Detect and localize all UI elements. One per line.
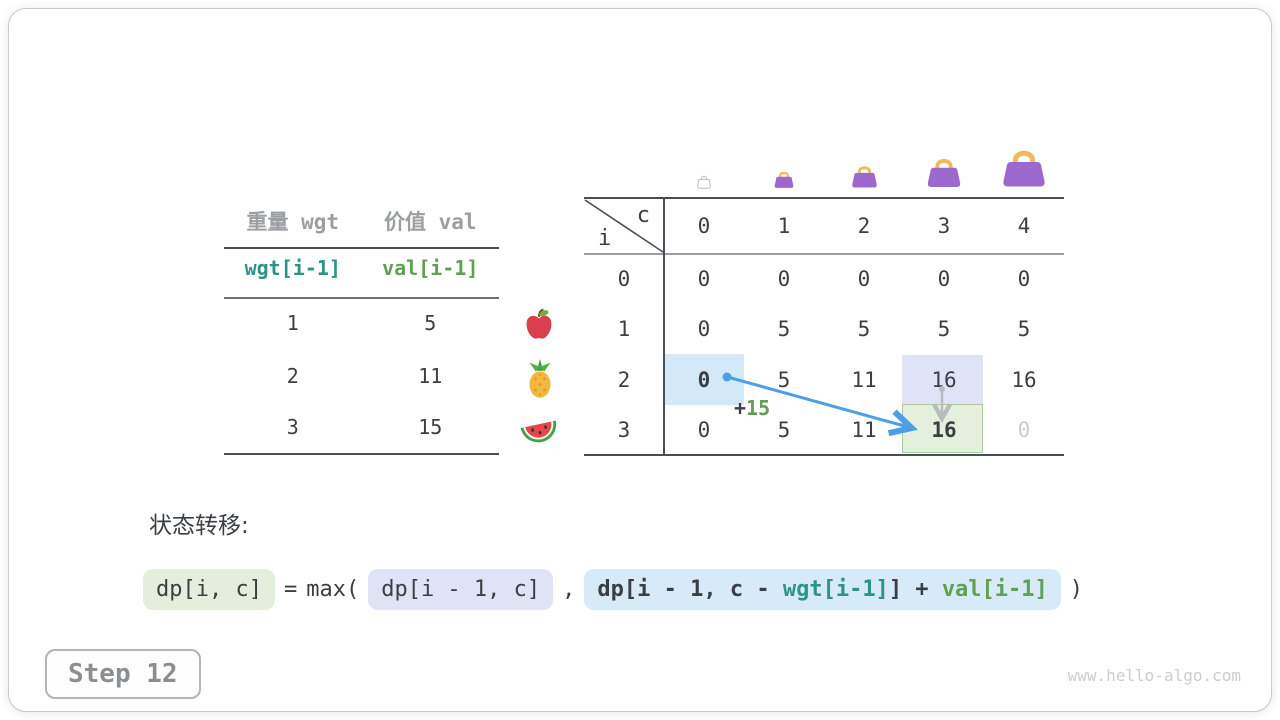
formula-arg2-plus: + (902, 577, 942, 602)
table-rule (224, 247, 499, 249)
wgt-index-label: wgt[i-1] (244, 256, 341, 280)
bag-icon-xlarge (984, 139, 1064, 189)
dp-row: 1 0 5 5 5 5 (584, 304, 1064, 354)
value-add-annotation: +15 (734, 396, 770, 420)
formula-comma: , (562, 577, 576, 602)
dp-cell: 0 (857, 267, 871, 291)
formula-arg2-wgt: wgt[i-1] (782, 577, 889, 602)
dp-cell-source: 0 (697, 368, 711, 392)
figure-card: 重量 wgt 价值 val wgt[i-1] val[i-1] 1 5 2 11… (8, 8, 1272, 712)
row-label: 0 (617, 267, 631, 291)
item-row: 2 11 (224, 364, 499, 394)
table-rule (224, 453, 499, 455)
dp-cell: 5 (937, 317, 951, 341)
formula-lhs: dp[i, c] (143, 569, 275, 610)
items-table-index-row: wgt[i-1] val[i-1] (224, 256, 499, 286)
state-transition-formula: dp[i, c] = max( dp[i - 1, c] , dp[i - 1,… (143, 569, 1083, 610)
capacity-axis-label: c (636, 203, 650, 228)
dp-cell: 0 (777, 267, 791, 291)
item-weight: 2 (286, 364, 299, 388)
table-rule (224, 297, 499, 299)
dp-row: 0 0 0 0 0 0 (584, 254, 1064, 304)
val-index-label: val[i-1] (382, 256, 479, 280)
value-header: 价值 val (383, 210, 477, 234)
apple-icon (523, 307, 555, 345)
dp-cell-current: 16 (931, 418, 957, 442)
dp-cell: 16 (1011, 368, 1037, 392)
formula-arg1: dp[i - 1, c] (368, 569, 554, 610)
table-rule (584, 454, 1064, 456)
bag-icon-small (744, 139, 824, 189)
pineapple-icon (523, 358, 557, 404)
table-rule (663, 197, 665, 456)
items-table: 重量 wgt 价值 val wgt[i-1] val[i-1] 1 5 2 11… (224, 204, 499, 459)
formula-arg2-bracket: ] (888, 577, 903, 602)
dp-cell: 0 (937, 267, 951, 291)
formula-arg2-val: val[i-1] (941, 577, 1048, 602)
item-row: 1 5 (224, 311, 499, 341)
row-label: 3 (617, 418, 631, 442)
added-value: 15 (746, 396, 771, 420)
dp-cell: 0 (697, 418, 711, 442)
table-rule (584, 253, 1064, 255)
dp-col-headers: 0 1 2 3 4 (584, 199, 1064, 253)
dp-cell: 0 (697, 317, 711, 341)
item-value: 11 (418, 364, 443, 388)
item-value: 5 (424, 311, 437, 335)
formula-arg2: dp[i - 1, c - wgt[i-1]] + val[i-1] (584, 569, 1061, 610)
formula-close-paren: ) (1069, 577, 1084, 602)
item-row: 3 15 (224, 415, 499, 445)
formula-equals: = (283, 577, 298, 602)
col-header: 2 (857, 214, 871, 238)
dp-cell: 11 (851, 418, 877, 442)
col-header: 3 (937, 214, 951, 238)
step-badge: Step 12 (45, 649, 201, 699)
watermark: www.hello-algo.com (1067, 666, 1241, 685)
dp-cell: 5 (777, 317, 791, 341)
row-label: 1 (617, 317, 631, 341)
corner-header-cell: c i (584, 199, 664, 253)
bag-icon-large (904, 139, 984, 189)
dp-row: 3 0 5 11 16 0 (584, 405, 1064, 455)
item-value: 15 (418, 415, 443, 439)
col-header: 0 (697, 214, 711, 238)
item-axis-label: i (598, 226, 612, 251)
row-label: 2 (617, 368, 631, 392)
col-header: 1 (777, 214, 791, 238)
dp-cell: 5 (1017, 317, 1031, 341)
col-header: 4 (1017, 214, 1031, 238)
dp-cell: 0 (1017, 267, 1031, 291)
formula-arg2-prefix: dp[i - 1, c - (597, 577, 783, 602)
formula-max-open: max( (306, 577, 360, 602)
weight-header: 重量 wgt (246, 210, 340, 234)
dp-cell: 0 (697, 267, 711, 291)
bag-icon-medium (824, 139, 904, 189)
item-weight: 1 (286, 311, 299, 335)
state-transition-label: 状态转移: (149, 513, 249, 539)
dp-cell: 5 (857, 317, 871, 341)
watermelon-icon (519, 413, 559, 451)
dp-cell: 11 (851, 368, 877, 392)
dp-table: c i 0 1 2 3 4 0 0 0 0 0 0 1 0 5 5 5 5 (584, 139, 1064, 459)
table-rule (584, 197, 1064, 199)
dp-cell-above: 16 (931, 368, 957, 392)
dp-row: 2 0 5 11 16 16 (584, 355, 1064, 405)
dp-cell-pending: 0 (1017, 418, 1031, 442)
items-table-header: 重量 wgt 价值 val (224, 206, 499, 236)
plus-sign: + (734, 396, 747, 420)
empty-bag-icon (664, 139, 744, 189)
item-weight: 3 (286, 415, 299, 439)
